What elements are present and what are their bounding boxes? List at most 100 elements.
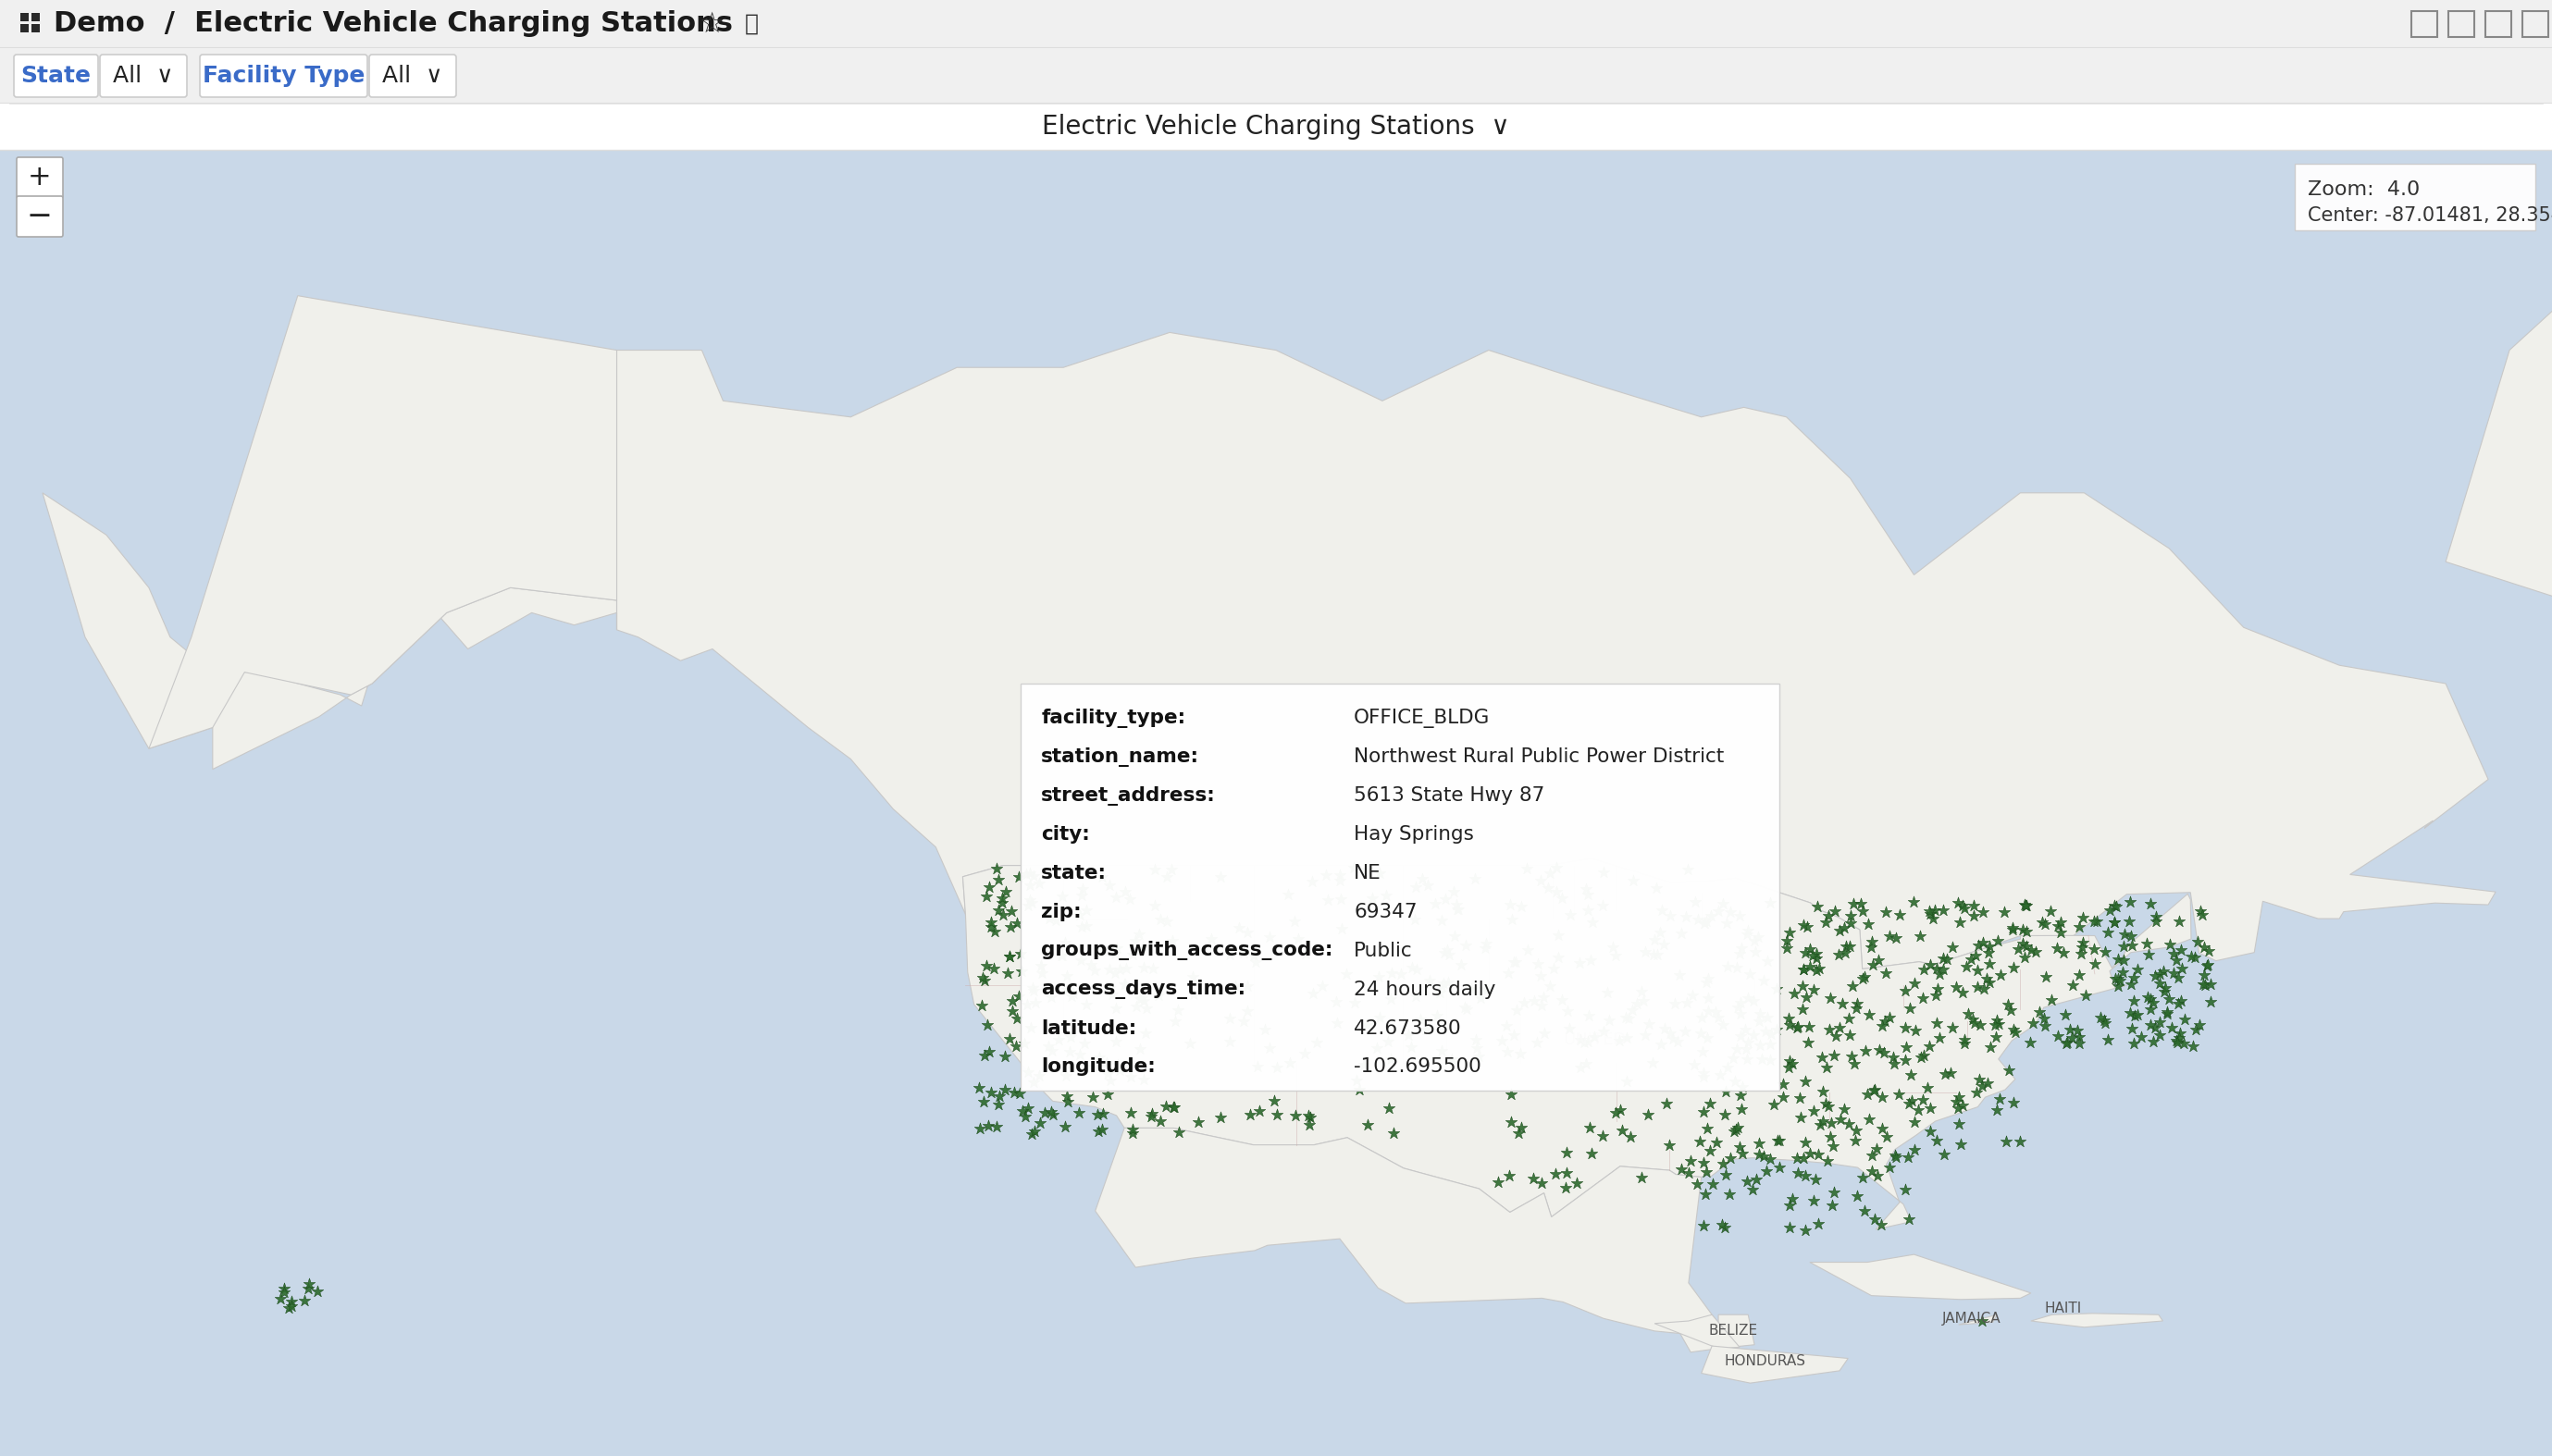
Polygon shape <box>1717 1315 1756 1348</box>
Point <box>1751 1147 1792 1171</box>
Point <box>1820 1108 1860 1131</box>
Point <box>1613 999 1654 1022</box>
Point <box>990 900 1031 923</box>
Bar <box>20 13 28 22</box>
Point <box>2139 973 2179 996</box>
Point <box>1457 1045 1498 1069</box>
Point <box>1169 1031 1210 1054</box>
Point <box>1215 974 1256 997</box>
Point <box>1784 958 1825 981</box>
Point <box>1751 1032 1792 1056</box>
Point <box>1605 1026 1646 1050</box>
Point <box>977 898 1018 922</box>
Point <box>1888 1207 1929 1230</box>
Point <box>1723 1098 1763 1121</box>
Point <box>1582 1021 1623 1044</box>
Point <box>1467 978 1508 1002</box>
Point <box>1776 1016 1817 1040</box>
Point <box>1687 910 1728 933</box>
Point <box>1712 1047 1753 1070</box>
Text: All  ∨: All ∨ <box>112 64 174 87</box>
Point <box>998 984 1039 1008</box>
Text: UNITED: UNITED <box>1564 1032 1626 1048</box>
Point <box>1370 987 1411 1010</box>
Text: OFFICE_BLDG: OFFICE_BLDG <box>1355 709 1490 728</box>
Point <box>1909 1120 1950 1143</box>
Point <box>2036 938 2077 961</box>
Point <box>1041 935 1082 958</box>
Point <box>1307 863 1347 887</box>
Point <box>1917 984 1957 1008</box>
Point <box>1858 949 1899 973</box>
Point <box>1661 922 1702 945</box>
Point <box>1095 962 1136 986</box>
Point <box>2187 952 2228 976</box>
Bar <box>20 25 28 32</box>
Point <box>1717 957 1758 980</box>
Point <box>1521 869 1562 893</box>
Point <box>1991 999 2031 1022</box>
Point <box>1021 961 1062 984</box>
Point <box>1396 984 1437 1008</box>
Point <box>1970 952 2011 976</box>
Point <box>2095 894 2136 917</box>
Point <box>2162 957 2202 980</box>
Point <box>1072 1086 1113 1109</box>
Point <box>1672 984 1712 1008</box>
Text: 42.673580: 42.673580 <box>1355 1019 1462 1038</box>
Point <box>1567 878 1608 901</box>
Point <box>1689 904 1730 927</box>
Point <box>1488 1165 1529 1188</box>
Point <box>2026 965 2067 989</box>
Point <box>1674 890 1715 913</box>
Point <box>2154 942 2195 965</box>
Point <box>1090 958 1131 981</box>
Point <box>1797 946 1837 970</box>
Point <box>1388 1024 1429 1047</box>
Point <box>2185 964 2225 987</box>
Point <box>1503 992 1544 1015</box>
Point <box>1600 1118 1641 1142</box>
Point <box>1659 962 1700 986</box>
Point <box>1814 1025 1855 1048</box>
Point <box>1909 1096 1950 1120</box>
Point <box>1600 1099 1641 1123</box>
Point <box>1079 1120 1120 1143</box>
Point <box>1955 1012 1996 1035</box>
Point <box>1460 987 1501 1010</box>
Point <box>1779 1162 1820 1185</box>
Point <box>1623 989 1664 1012</box>
Point <box>2113 1031 2154 1054</box>
Point <box>1940 1086 1980 1109</box>
Point <box>1814 900 1855 923</box>
Point <box>1733 929 1774 952</box>
Point <box>1110 887 1151 910</box>
Point <box>1840 891 1881 914</box>
Point <box>1960 1013 2001 1037</box>
Point <box>1728 1047 1769 1070</box>
Point <box>1855 1079 1896 1102</box>
Point <box>1717 1038 1758 1061</box>
Point <box>1797 960 1837 983</box>
Point <box>1937 891 1978 914</box>
Point <box>1919 1026 1960 1050</box>
Point <box>990 945 1031 968</box>
Polygon shape <box>1960 1315 1998 1325</box>
Point <box>1738 926 1779 949</box>
Point <box>975 920 1016 943</box>
Point <box>1641 1032 1682 1056</box>
Point <box>1396 875 1437 898</box>
Point <box>1649 904 1689 927</box>
Point <box>1087 1063 1128 1086</box>
Point <box>1455 1028 1495 1051</box>
Point <box>1894 1139 1934 1162</box>
Point <box>1013 977 1054 1000</box>
Point <box>1113 1121 1154 1144</box>
Point <box>1728 986 1769 1009</box>
Point <box>1687 1026 1728 1050</box>
Point <box>2128 943 2169 967</box>
Point <box>1082 1102 1123 1125</box>
Point <box>2151 1016 2192 1040</box>
Point <box>1853 1207 1894 1230</box>
Point <box>1082 1118 1123 1142</box>
